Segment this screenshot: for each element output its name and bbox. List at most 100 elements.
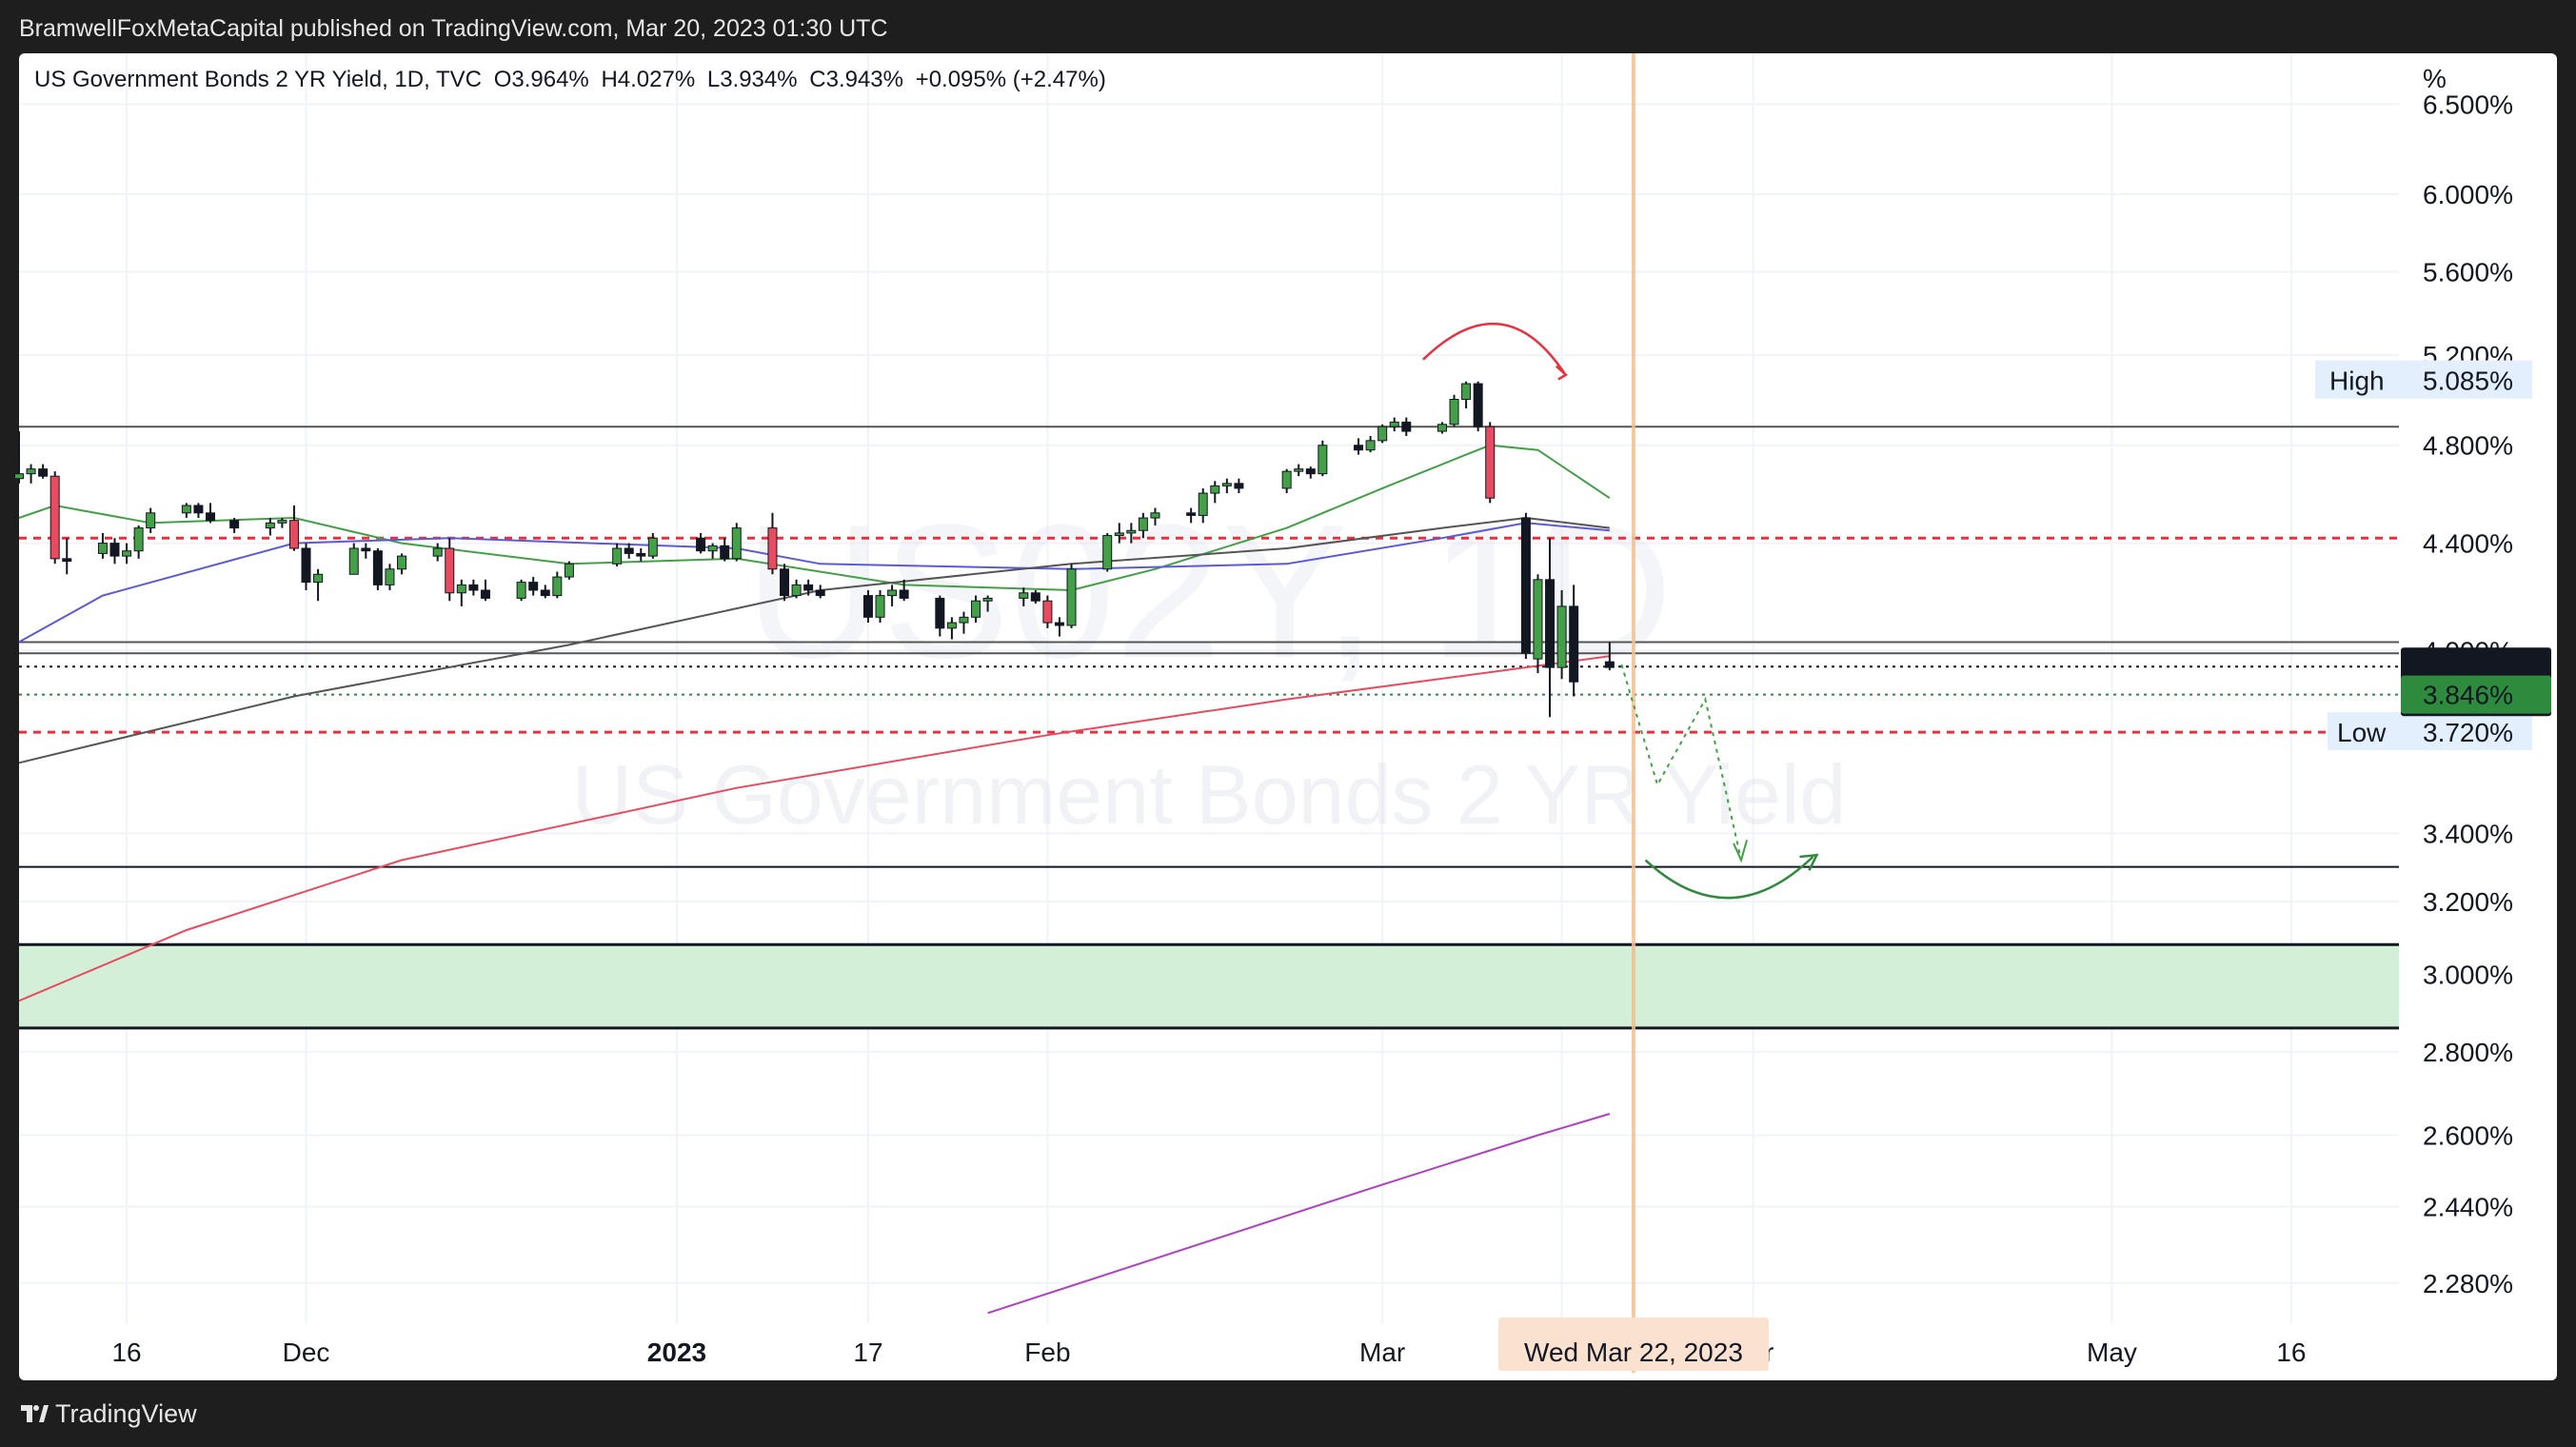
candle-body: [133, 527, 144, 552]
tradingview-logo-icon[interactable]: [19, 1399, 50, 1428]
candle: [803, 579, 814, 596]
candle: [696, 532, 706, 554]
candle-body: [791, 584, 802, 597]
candle-body: [1569, 605, 1579, 683]
candle: [1054, 617, 1064, 637]
price-tick-label: 4.400%: [2423, 529, 2513, 559]
candle: [516, 579, 526, 602]
time-tick-label: 16: [2276, 1338, 2306, 1367]
price-tick-label: 3.200%: [2423, 887, 2513, 917]
candle-body: [193, 505, 204, 514]
candle: [875, 589, 885, 624]
symbol-legend[interactable]: US Government Bonds 2 YR Yield, 1D, TVC …: [34, 63, 1112, 97]
candle-body: [540, 589, 550, 597]
candle-body: [1294, 468, 1304, 472]
time-tick-label: 16: [111, 1338, 141, 1367]
candle-body: [612, 547, 623, 565]
candle: [348, 543, 359, 575]
candle: [1210, 481, 1220, 504]
price-tick-label: 6.500%: [2423, 89, 2513, 119]
candle-body: [1150, 512, 1160, 519]
candle: [1520, 512, 1531, 660]
candle: [1473, 381, 1483, 432]
chart-panel[interactable]: [19, 53, 2557, 1380]
candle-body: [109, 543, 120, 557]
candle: [301, 543, 311, 590]
low-label-badge: [2328, 712, 2408, 751]
candle: [731, 523, 742, 562]
candle-body: [624, 547, 634, 554]
time-axis: 16Dec202317FebMar16AprMay16Wed Mar 22, 2…: [111, 1318, 2307, 1371]
candle-body: [1102, 535, 1113, 570]
candle-body: [1138, 517, 1148, 531]
candle-body: [265, 522, 275, 529]
candle-body: [935, 597, 945, 629]
candle: [528, 577, 539, 596]
tradingview-brand[interactable]: TradingView: [55, 1399, 197, 1428]
candle: [133, 525, 144, 559]
candle: [1186, 507, 1197, 524]
candle-body: [1318, 445, 1328, 475]
candle: [206, 503, 216, 524]
price-axis-unit: %: [2423, 64, 2447, 93]
candle-body: [1198, 492, 1208, 516]
candle: [1030, 589, 1040, 605]
candle: [1377, 424, 1388, 444]
candle-body: [707, 545, 718, 552]
candle: [109, 538, 120, 565]
legend-low: L3.934%: [706, 67, 798, 92]
footer-bar: [0, 1380, 2576, 1447]
candle-body: [1520, 517, 1531, 654]
candle: [815, 585, 825, 599]
candle-body: [1066, 568, 1077, 626]
candle: [1138, 512, 1148, 539]
candle: [361, 543, 371, 559]
candle-body: [206, 512, 216, 522]
time-tick-label: May: [2087, 1338, 2137, 1367]
candle-body: [731, 527, 742, 560]
publisher-text: BramwellFoxMetaCapital published on Trad…: [19, 15, 888, 42]
time-tick-label: Dec: [283, 1338, 330, 1367]
price-tick-label: 2.600%: [2423, 1121, 2513, 1151]
low-value-badge: [2408, 712, 2532, 751]
candle-body: [1019, 592, 1029, 599]
moving-average-blue: [18, 522, 1610, 644]
bottom-arrow-head: [1799, 853, 1819, 871]
crosshair-date-badge: [1497, 1318, 1769, 1371]
candle: [26, 464, 36, 484]
publisher-bar: BramwellFoxMetaCapital published on Trad…: [0, 0, 2576, 57]
candle: [122, 543, 132, 565]
candle-body: [348, 547, 359, 575]
candle: [146, 507, 156, 533]
candle: [1461, 381, 1472, 408]
candle: [612, 543, 623, 567]
candle: [636, 547, 646, 562]
candle-body: [862, 595, 873, 618]
candle: [480, 579, 490, 602]
candle-body: [564, 563, 574, 578]
candle: [552, 571, 563, 599]
candle-body: [432, 547, 443, 557]
candle-body: [1210, 485, 1220, 494]
price-tick-label: 3.000%: [2423, 960, 2513, 989]
candle-body: [229, 520, 240, 529]
candle-body: [1377, 426, 1388, 442]
candle-body: [803, 584, 814, 591]
candle-body: [1545, 579, 1556, 668]
candle-body: [301, 547, 311, 584]
candle: [1294, 464, 1304, 477]
price-tick-label: 3.400%: [2423, 819, 2513, 848]
candle-body: [1054, 622, 1064, 626]
candle: [564, 561, 574, 580]
support-zone: [19, 944, 2399, 1028]
candle-body: [899, 589, 909, 599]
candle: [468, 579, 479, 596]
price-tick-label: 2.440%: [2423, 1193, 2513, 1222]
candle-body: [1042, 600, 1053, 624]
reversal-arrow: [1422, 322, 1565, 374]
projection-zigzag: [1620, 664, 1743, 861]
candle: [372, 547, 383, 590]
candle: [1234, 478, 1244, 494]
drawings: [1422, 322, 1819, 900]
